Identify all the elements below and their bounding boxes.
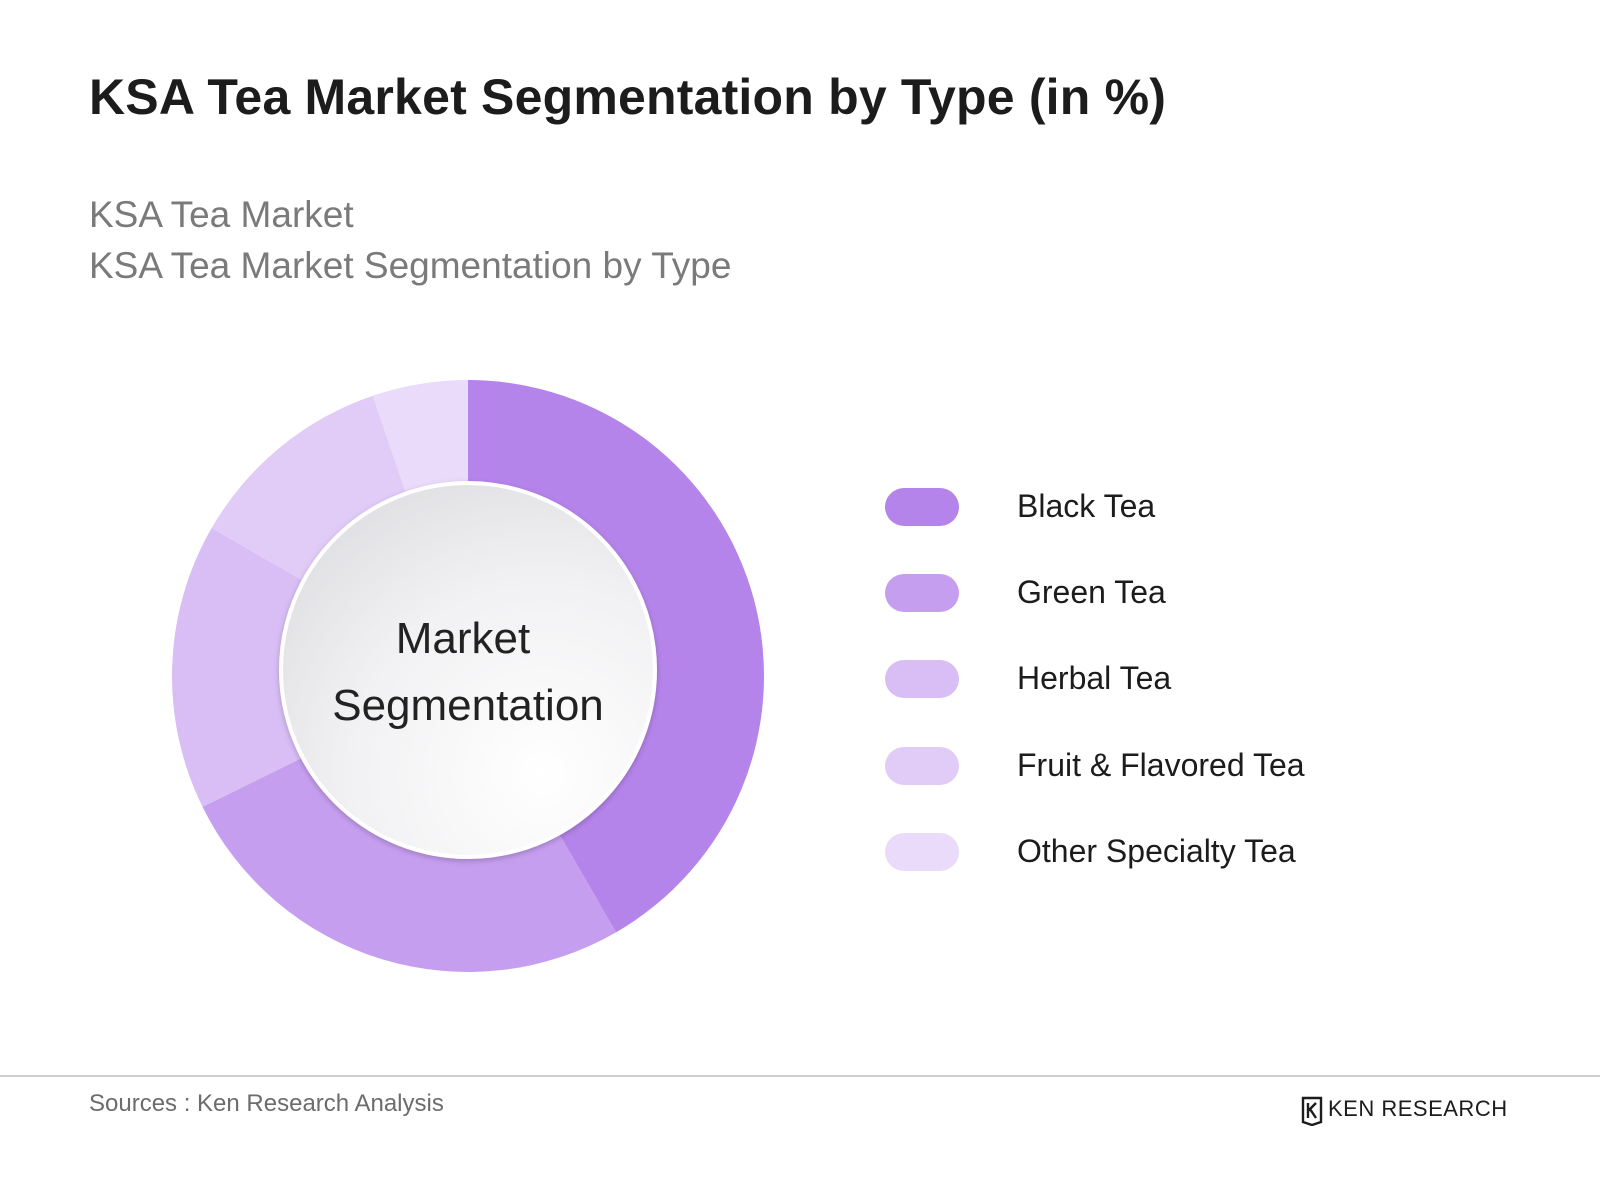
legend-label: Herbal Tea bbox=[1017, 660, 1172, 696]
chart-title: KSA Tea Market Segmentation by Type (in … bbox=[89, 69, 1167, 125]
legend-label: Fruit & Flavored Tea bbox=[1017, 747, 1305, 783]
ken-research-logo-icon bbox=[1301, 1096, 1323, 1126]
legend-swatch bbox=[885, 747, 959, 785]
legend-item-black-tea: Black Tea bbox=[885, 486, 1485, 526]
legend: Black Tea Green Tea Herbal Tea Fruit & Flav… bbox=[885, 0, 1485, 1200]
donut-center bbox=[279, 481, 657, 859]
center-label-line1: Market bbox=[396, 614, 530, 663]
legend-item-green-tea: Green Tea bbox=[885, 572, 1485, 612]
legend-label: Black Tea bbox=[1017, 488, 1156, 524]
slice-other-specialty-tea bbox=[372, 380, 468, 516]
slice-herbal-tea bbox=[172, 528, 321, 807]
legend-swatch bbox=[885, 660, 959, 698]
slice-green-tea bbox=[202, 751, 616, 972]
subtitle-market: KSA Tea Market bbox=[89, 194, 354, 235]
legend-swatch bbox=[885, 833, 959, 871]
legend-label: Other Specialty Tea bbox=[1017, 833, 1296, 869]
brand-name: KEN RESEARCH bbox=[1328, 1096, 1508, 1121]
legend-item-fruit-flavored-tea: Fruit & Flavored Tea bbox=[885, 745, 1485, 785]
center-label-line2: Segmentation bbox=[332, 681, 604, 730]
source-note: Sources : Ken Research Analysis bbox=[89, 1090, 444, 1117]
legend-swatch bbox=[885, 488, 959, 526]
legend-item-herbal-tea: Herbal Tea bbox=[885, 658, 1485, 698]
legend-item-other-specialty-tea: Other Specialty Tea bbox=[885, 831, 1485, 871]
subtitle-segmentation: KSA Tea Market Segmentation by Type bbox=[89, 245, 732, 286]
footer-divider bbox=[0, 1075, 1600, 1077]
legend-label: Green Tea bbox=[1017, 574, 1166, 610]
legend-swatch bbox=[885, 574, 959, 612]
